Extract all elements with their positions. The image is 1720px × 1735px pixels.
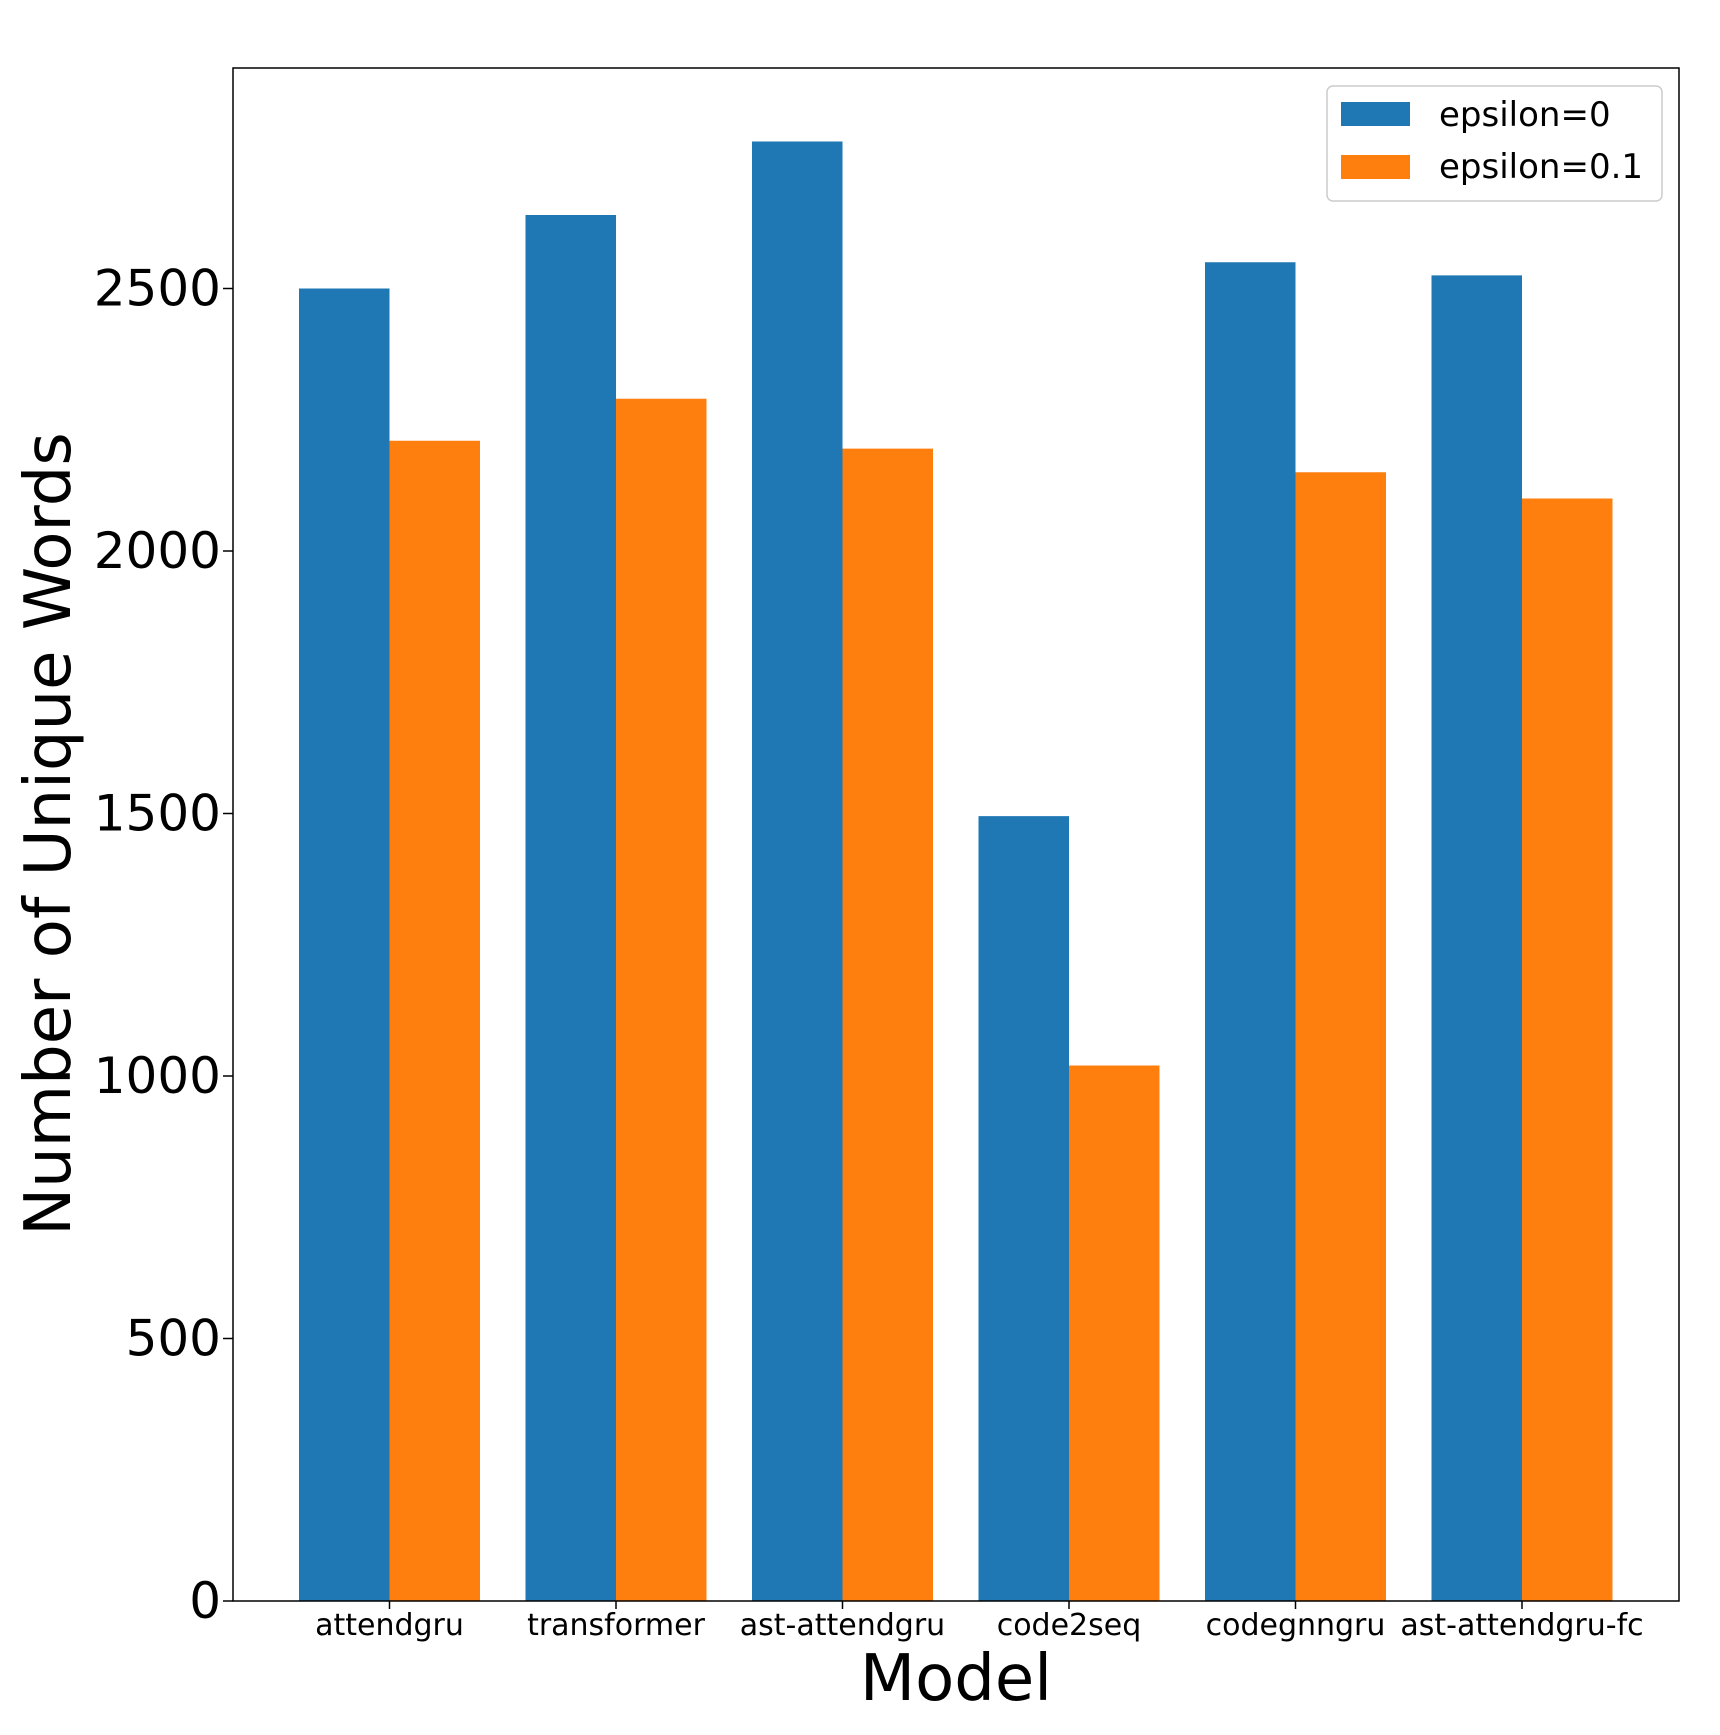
- x-tick-label-ast-attendgru-fc: ast-attendgru-fc: [1400, 1608, 1643, 1643]
- bar-codegnngru-series-0: [1205, 262, 1296, 1601]
- x-tick-label-ast-attendgru: ast-attendgru: [740, 1608, 945, 1643]
- bar-transformer-series-1: [616, 398, 707, 1601]
- x-axis-title: Model: [860, 1642, 1052, 1716]
- bar-code2seq-series-0: [978, 816, 1069, 1601]
- x-tick-label-code2seq: code2seq: [997, 1608, 1142, 1643]
- legend-swatch-epsilon-0: [1341, 102, 1410, 126]
- y-tick-label: 1500: [94, 785, 221, 843]
- x-axis: attendgru transformer ast-attendgru code2se…: [315, 1601, 1644, 1643]
- bars-layer: [299, 141, 1613, 1601]
- bar-codegnngru-series-1: [1295, 472, 1386, 1601]
- y-tick-label: 0: [189, 1572, 221, 1630]
- bar-transformer-series-0: [525, 215, 616, 1601]
- x-tick-label-codegnngru: codegnngru: [1206, 1608, 1386, 1643]
- bar-ast-attendgru-fc-series-1: [1522, 498, 1613, 1601]
- bar-ast-attendgru-fc-series-0: [1431, 275, 1522, 1601]
- legend-swatch-epsilon-0.1: [1341, 155, 1410, 179]
- bar-attendgru-series-1: [389, 440, 480, 1601]
- plot-frame: [232, 67, 1680, 1602]
- legend-frame: [1326, 85, 1663, 202]
- x-tick-label-transformer: transformer: [527, 1608, 706, 1643]
- legend: epsilon=0 epsilon=0.1: [1326, 85, 1663, 202]
- y-tick-label: 2000: [94, 522, 221, 580]
- y-axis-title: Number of Unique Words: [12, 432, 86, 1235]
- bar-ast-attendgru-series-1: [842, 448, 933, 1601]
- x-tick-label-attendgru: attendgru: [315, 1608, 464, 1643]
- bar-ast-attendgru-series-0: [752, 141, 843, 1601]
- legend-label-epsilon-0.1: epsilon=0.1: [1439, 147, 1643, 187]
- bar-code2seq-series-1: [1069, 1065, 1160, 1601]
- y-axis: 0 500 1000 1500 2000 2500: [94, 260, 233, 1630]
- legend-label-epsilon-0: epsilon=0: [1439, 95, 1611, 135]
- y-tick-label: 2500: [94, 260, 221, 318]
- y-tick-label: 1000: [94, 1047, 221, 1105]
- y-tick-label: 500: [126, 1310, 221, 1368]
- bar-attendgru-series-0: [299, 288, 390, 1601]
